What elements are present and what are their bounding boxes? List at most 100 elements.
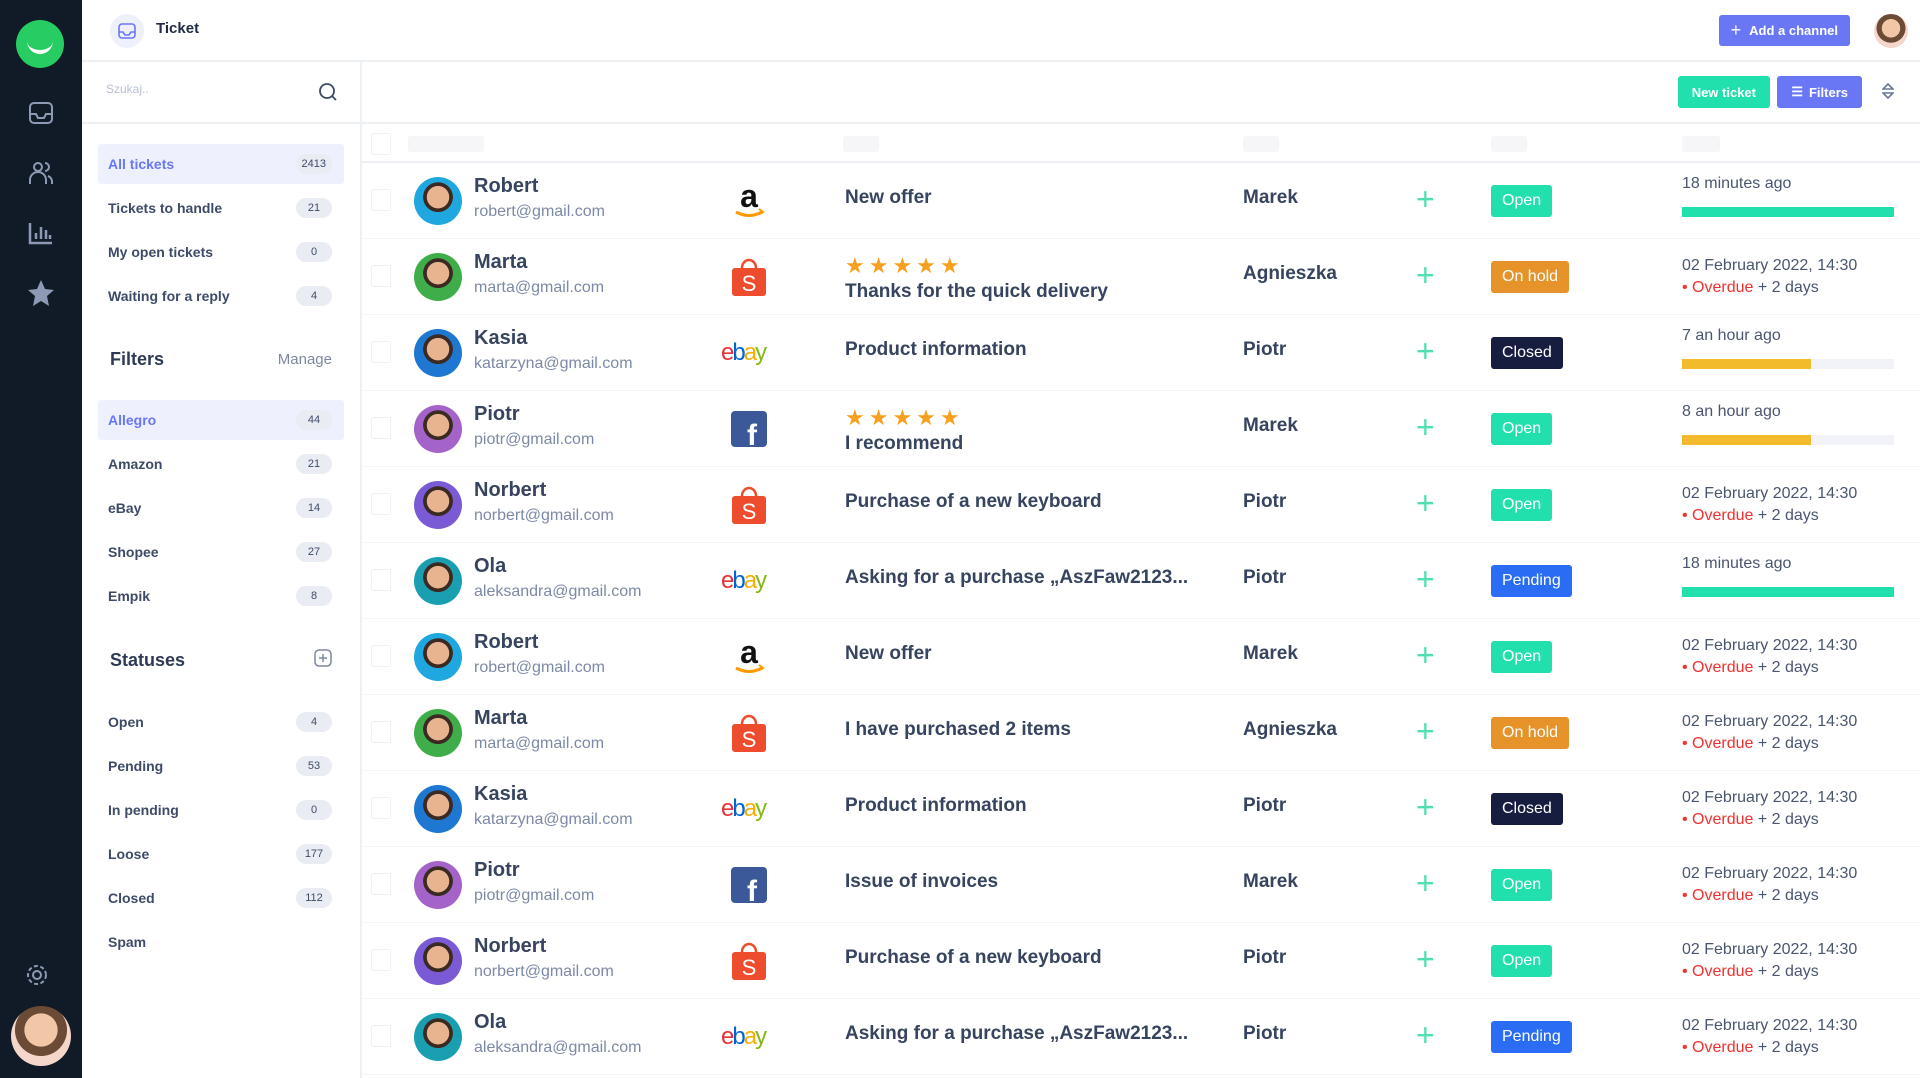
status-badge[interactable]: Open	[1491, 489, 1553, 521]
table-row[interactable]: Marta marta@gmail.com S I have purchased…	[362, 695, 1920, 771]
table-row[interactable]: Robert robert@gmail.com a New offer Mare…	[362, 163, 1920, 239]
status-badge[interactable]: Open	[1491, 641, 1553, 673]
row-checkbox[interactable]	[371, 493, 391, 515]
plus-icon[interactable]: +	[1416, 485, 1435, 521]
plus-icon[interactable]: +	[1416, 713, 1435, 749]
filters-button[interactable]: ☰ Filters	[1777, 76, 1862, 108]
add-status-icon[interactable]	[314, 649, 332, 672]
manage-filters-link[interactable]: Manage	[277, 351, 332, 368]
customer-name[interactable]: Norbert	[474, 479, 547, 501]
customer-name[interactable]: Ola	[474, 555, 507, 577]
avatar[interactable]	[1874, 14, 1908, 48]
table-row[interactable]: Robert robert@gmail.com a New offer Mare…	[362, 619, 1920, 695]
sidebar-item-all-tickets[interactable]: All tickets 2413	[98, 144, 344, 184]
customer-name[interactable]: Piotr	[474, 859, 520, 881]
sidebar-item-spam[interactable]: Spam	[98, 922, 344, 962]
reports-icon[interactable]	[24, 216, 58, 250]
table-row[interactable]: Norbert norbert@gmail.com S Purchase of …	[362, 923, 1920, 999]
sidebar-item-empik[interactable]: Empik 8	[98, 576, 344, 616]
row-checkbox[interactable]	[371, 1025, 391, 1047]
select-all-checkbox[interactable]	[371, 133, 391, 155]
row-checkbox[interactable]	[371, 797, 391, 819]
customer-name[interactable]: Marta	[474, 707, 528, 729]
plus-icon[interactable]: +	[1416, 333, 1435, 369]
table-row[interactable]: Kasia katarzyna@gmail.com ebay Product i…	[362, 315, 1920, 391]
plus-icon[interactable]: +	[1416, 181, 1435, 217]
sidebar-item-waiting-for-a-reply[interactable]: Waiting for a reply 4	[98, 276, 344, 316]
sidebar-item-open[interactable]: Open 4	[98, 702, 344, 742]
status-badge[interactable]: On hold	[1491, 261, 1570, 293]
user-avatar[interactable]	[11, 1006, 71, 1066]
row-checkbox[interactable]	[371, 341, 391, 363]
sidebar-item-ebay[interactable]: eBay 14	[98, 488, 344, 528]
table-row[interactable]: Ola aleksandra@gmail.com ebay Asking for…	[362, 999, 1920, 1075]
inbox-icon[interactable]	[24, 96, 58, 130]
sidebar-item-amazon[interactable]: Amazon 21	[98, 444, 344, 484]
sidebar-item-my-open-tickets[interactable]: My open tickets 0	[98, 232, 344, 272]
row-checkbox[interactable]	[371, 569, 391, 591]
row-checkbox[interactable]	[371, 417, 391, 439]
plus-icon[interactable]: +	[1416, 941, 1435, 977]
status-badge[interactable]: Open	[1491, 869, 1553, 901]
customer-name[interactable]: Piotr	[474, 403, 520, 425]
customer-name[interactable]: Marta	[474, 251, 528, 273]
row-checkbox[interactable]	[371, 873, 391, 895]
sidebar-item-pending[interactable]: Pending 53	[98, 746, 344, 786]
customer-name[interactable]: Norbert	[474, 935, 547, 957]
star-icon[interactable]	[24, 276, 58, 310]
new-ticket-button[interactable]: New ticket	[1677, 76, 1770, 108]
search-input[interactable]	[106, 82, 286, 96]
status-badge[interactable]: Open	[1491, 945, 1553, 977]
row-checkbox[interactable]	[371, 189, 391, 211]
customer-name[interactable]: Robert	[474, 175, 539, 197]
item-label: Closed	[108, 890, 155, 906]
users-icon[interactable]	[24, 156, 58, 190]
sidebar-item-tickets-to-handle[interactable]: Tickets to handle 21	[98, 188, 344, 228]
status-badge[interactable]: Closed	[1491, 337, 1563, 369]
customer-name[interactable]: Ola	[474, 1011, 507, 1033]
facebook-logo-icon: f	[714, 863, 784, 907]
avatar	[414, 481, 462, 529]
status-badge[interactable]: Open	[1491, 413, 1553, 445]
status-badge[interactable]: Pending	[1491, 1021, 1572, 1053]
sidebar-item-in-pending[interactable]: In pending 0	[98, 790, 344, 830]
search-icon[interactable]	[318, 82, 338, 107]
plus-icon[interactable]: +	[1416, 789, 1435, 825]
status-badge[interactable]: On hold	[1491, 717, 1570, 749]
page-title: Ticket	[156, 20, 200, 37]
status-badge[interactable]: Open	[1491, 185, 1553, 217]
plus-icon[interactable]: +	[1416, 561, 1435, 597]
customer-name[interactable]: Kasia	[474, 783, 528, 805]
row-checkbox[interactable]	[371, 721, 391, 743]
count-badge: 112	[296, 888, 332, 908]
plus-icon[interactable]: +	[1416, 637, 1435, 673]
plus-icon[interactable]: +	[1416, 1017, 1435, 1053]
sort-icon[interactable]	[1881, 82, 1895, 105]
table-row[interactable]: Marta marta@gmail.com S ★★★★★ Thanks for …	[362, 239, 1920, 315]
plus-icon[interactable]: +	[1416, 409, 1435, 445]
row-checkbox[interactable]	[371, 645, 391, 667]
row-checkbox[interactable]	[371, 949, 391, 971]
table-row[interactable]: Norbert norbert@gmail.com S Purchase of …	[362, 467, 1920, 543]
customer-name[interactable]: Robert	[474, 631, 539, 653]
sidebar-item-shopee[interactable]: Shopee 27	[98, 532, 344, 572]
plus-icon[interactable]: +	[1416, 865, 1435, 901]
table-row[interactable]: Piotr piotr@gmail.com f Issue of invoice…	[362, 847, 1920, 923]
table-row[interactable]: Kasia katarzyna@gmail.com ebay Product i…	[362, 771, 1920, 847]
status-badge[interactable]: Closed	[1491, 793, 1563, 825]
ticket-subject: I recommend	[845, 433, 964, 454]
table-row[interactable]: Ola aleksandra@gmail.com ebay Asking for…	[362, 543, 1920, 619]
add-channel-button[interactable]: + Add a channel	[1718, 15, 1850, 46]
agent-name: Marek	[1243, 415, 1298, 436]
plus-icon[interactable]: +	[1416, 257, 1435, 293]
sidebar-item-allegro[interactable]: Allegro 44	[98, 400, 344, 440]
row-checkbox[interactable]	[371, 265, 391, 287]
customer-name[interactable]: Kasia	[474, 327, 528, 349]
ticket-subject: Purchase of a new keyboard	[845, 491, 1102, 512]
table-row[interactable]: Piotr piotr@gmail.com f ★★★★★ I recommend…	[362, 391, 1920, 467]
sidebar-item-closed[interactable]: Closed 112	[98, 878, 344, 918]
status-badge[interactable]: Pending	[1491, 565, 1572, 597]
ticket-date: 02 February 2022, 14:30	[1682, 713, 1858, 730]
sidebar-item-loose[interactable]: Loose 177	[98, 834, 344, 874]
settings-gear-icon[interactable]	[24, 962, 50, 993]
